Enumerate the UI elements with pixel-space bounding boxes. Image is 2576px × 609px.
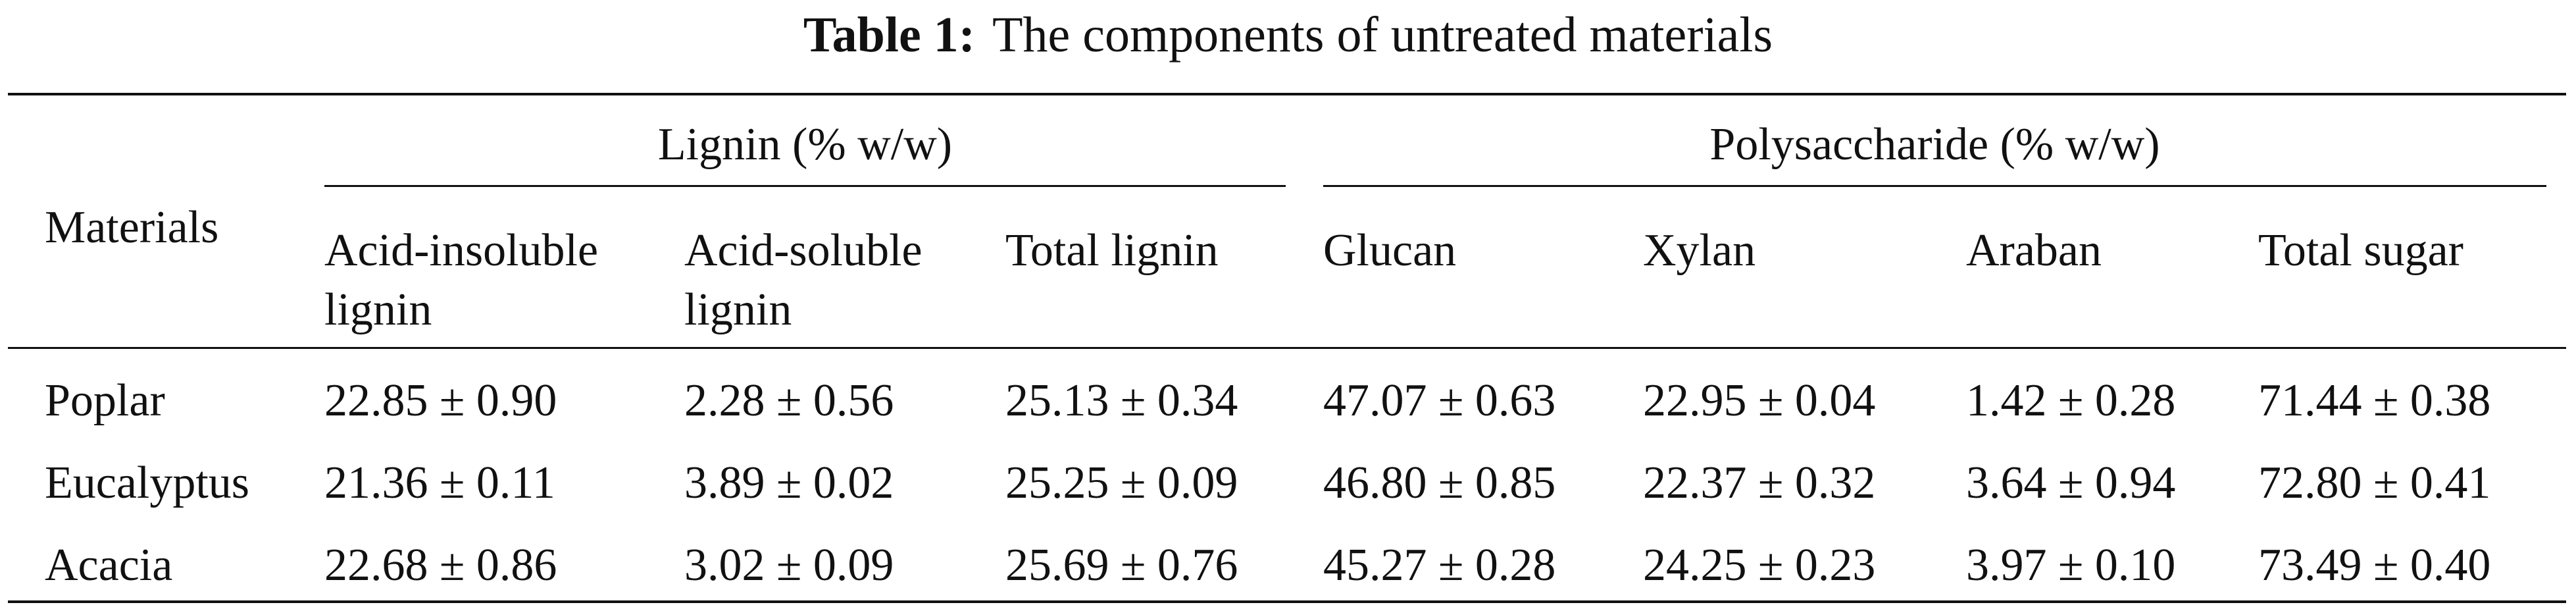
column-header: Total sugar xyxy=(2258,225,2463,276)
cell: 72.80 ± 0.41 xyxy=(2258,458,2491,508)
table-title: Table 1: The components of untreated mate… xyxy=(0,5,2576,65)
row-header: Materials xyxy=(45,202,219,253)
header-rule xyxy=(8,347,2566,349)
title-label: Table 1: xyxy=(803,7,976,63)
column-header: Acid-insoluble lignin xyxy=(324,225,599,335)
cell: 22.85 ± 0.90 xyxy=(324,375,557,426)
cell: 71.44 ± 0.38 xyxy=(2258,375,2491,426)
cell: 1.42 ± 0.28 xyxy=(1966,375,2176,426)
top-rule xyxy=(8,93,2566,95)
cell: 3.02 ± 0.09 xyxy=(684,540,894,591)
title-text: The components of untreated materials xyxy=(992,7,1773,63)
cell: 2.28 ± 0.56 xyxy=(684,375,894,426)
cell: 24.25 ± 0.23 xyxy=(1643,540,1876,591)
column-header: Acid-soluble lignin xyxy=(684,225,922,335)
cell: 25.69 ± 0.76 xyxy=(1005,540,1238,591)
row-label: Acacia xyxy=(45,540,173,591)
group-header: Polysaccharide (% w/w) xyxy=(1709,119,2160,170)
cell: 73.49 ± 0.40 xyxy=(2258,540,2491,591)
column-header: Total lignin xyxy=(1005,225,1219,276)
group-rule xyxy=(324,185,1286,187)
cell: 22.68 ± 0.86 xyxy=(324,540,557,591)
cell: 46.80 ± 0.85 xyxy=(1323,458,1556,508)
cell: 47.07 ± 0.63 xyxy=(1323,375,1556,426)
cell: 3.64 ± 0.94 xyxy=(1966,458,2176,508)
cell: 22.95 ± 0.04 xyxy=(1643,375,1876,426)
cell: 21.36 ± 0.11 xyxy=(324,458,555,508)
cell: 25.25 ± 0.09 xyxy=(1005,458,1238,508)
group-header: Lignin (% w/w) xyxy=(657,119,953,170)
cell: 3.89 ± 0.02 xyxy=(684,458,894,508)
bottom-rule xyxy=(8,600,2566,603)
row-label: Poplar xyxy=(45,375,165,426)
cell: 45.27 ± 0.28 xyxy=(1323,540,1556,591)
cell: 3.97 ± 0.10 xyxy=(1966,540,2176,591)
group-rule xyxy=(1323,185,2546,187)
column-header: Araban xyxy=(1966,225,2102,276)
cell: 22.37 ± 0.32 xyxy=(1643,458,1876,508)
column-header: Xylan xyxy=(1643,225,1756,276)
column-header: Glucan xyxy=(1323,225,1457,276)
row-label: Eucalyptus xyxy=(45,458,250,508)
cell: 25.13 ± 0.34 xyxy=(1005,375,1238,426)
